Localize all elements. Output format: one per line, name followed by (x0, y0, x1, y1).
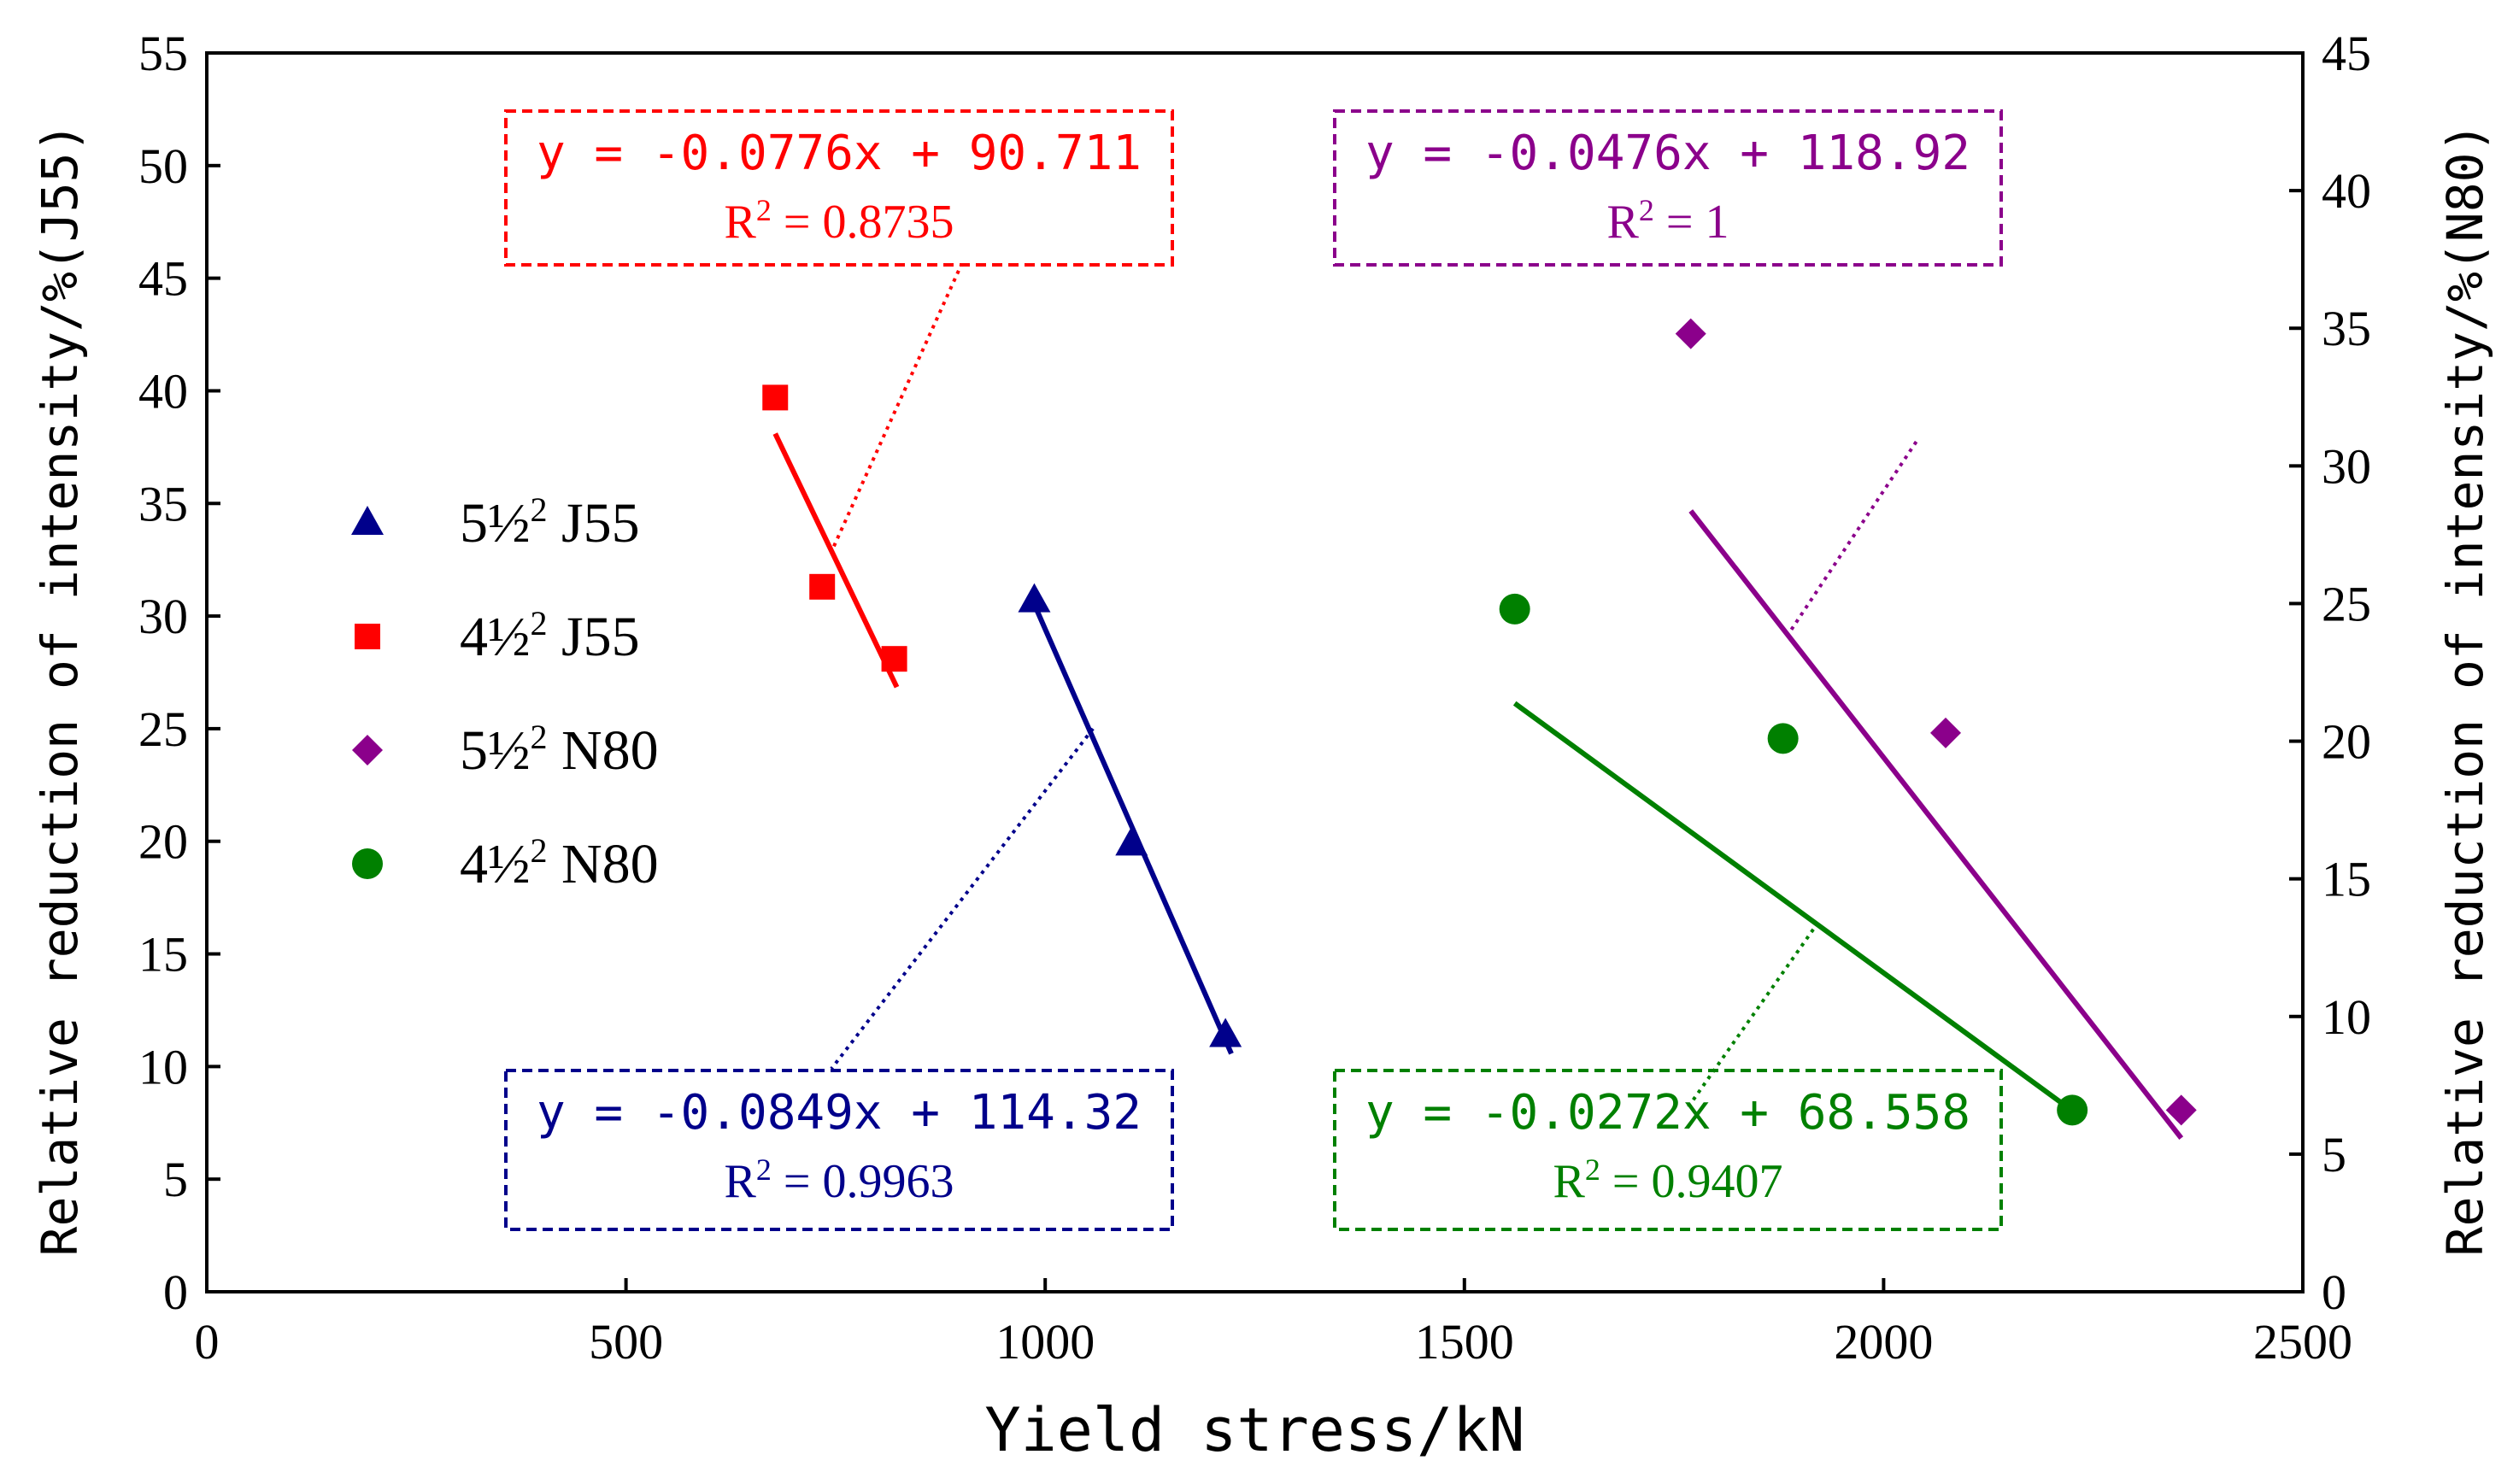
y-right-tick-label: 20 (2322, 714, 2371, 770)
y-right-tick-label: 5 (2322, 1127, 2346, 1182)
legend: 5½2 J55 4½2 J55 5½2 N80 4½2 N80 (351, 490, 659, 895)
axes: 0 500 1000 1500 2000 250005101520253035404550… (138, 26, 2371, 1370)
data-point (1675, 318, 1706, 349)
legend-label: 5½2 J55 (460, 490, 640, 554)
trendline (1688, 509, 2184, 1140)
data-point (1930, 717, 1962, 748)
legend-marker (352, 848, 383, 879)
y-axis-right-title: Relative reduction of intensity/%(N80) (2436, 123, 2494, 1257)
y-right-tick-label: 0 (2322, 1264, 2346, 1320)
legend-marker (355, 624, 380, 649)
data-point (2165, 1094, 2197, 1126)
r-squared-text: R2 = 0.9407 (1553, 1153, 1783, 1208)
y-left-tick-label: 0 (163, 1264, 188, 1320)
r-squared-text: R2 = 1 (1607, 193, 1729, 249)
trendline (1512, 701, 2074, 1113)
data-point (881, 646, 907, 672)
r-squared-text: R2 = 0.9963 (725, 1153, 954, 1208)
y-right-tick-label: 30 (2322, 438, 2371, 494)
data-point (762, 384, 789, 411)
x-tick-label: 0 (195, 1314, 220, 1370)
plot-frame (205, 51, 2305, 1293)
equation-text: y = -0.0849x + 114.32 (537, 1085, 1142, 1141)
y-left-tick-label: 50 (138, 138, 188, 194)
leader-line (1685, 921, 1820, 1111)
y-left-tick-label: 5 (163, 1152, 188, 1207)
y-left-tick-label: 25 (138, 701, 188, 757)
y-left-tick-label: 35 (138, 476, 188, 531)
x-tick-label: 1500 (1415, 1314, 1514, 1370)
y-left-tick-label: 20 (138, 814, 188, 870)
y-left-tick-label: 40 (138, 363, 188, 419)
data-point (1209, 1018, 1242, 1047)
x-axis-title: Yield stress/kN (984, 1395, 1524, 1465)
equation-box (1333, 109, 2003, 267)
leader-line (830, 727, 1095, 1070)
y-right-tick-label: 15 (2322, 852, 2371, 907)
leader-line (832, 263, 963, 548)
y-left-tick-label: 30 (138, 589, 188, 644)
equation-box (504, 109, 1174, 267)
y-axis-left-title: Relative reduction of intensity/%(J55) (31, 123, 89, 1257)
y-right-tick-label: 10 (2322, 989, 2371, 1045)
y-left-tick-label: 10 (138, 1039, 188, 1094)
data-point (1499, 593, 1530, 625)
trendlines (772, 432, 2184, 1140)
data-point (1115, 826, 1148, 856)
legend-label: 4½2 J55 (460, 604, 640, 668)
equation-text: y = -0.0776x + 90.711 (537, 126, 1142, 181)
data-markers (762, 318, 2197, 1126)
data-point (2057, 1094, 2088, 1126)
y-left-tick-label: 55 (138, 26, 188, 81)
x-tick-label: 2000 (1834, 1314, 1933, 1370)
legend-marker (352, 735, 383, 765)
data-point (1767, 723, 1799, 754)
equation-box (1333, 1069, 2003, 1231)
r-squared-text: R2 = 0.8735 (725, 193, 954, 249)
y-right-tick-label: 35 (2322, 301, 2371, 356)
x-tick-label: 2500 (2253, 1314, 2352, 1370)
data-point (809, 573, 836, 600)
equation-text: y = -0.0272x + 68.558 (1365, 1085, 1970, 1141)
x-tick-label: 500 (589, 1314, 663, 1370)
data-point (1018, 583, 1051, 613)
y-right-tick-label: 45 (2322, 26, 2371, 81)
equation-box (504, 1069, 1174, 1231)
equation-text: y = -0.0476x + 118.92 (1365, 126, 1970, 181)
y-left-tick-label: 45 (138, 251, 188, 307)
equation-boxes: y = -0.0849x + 114.32 R2 = 0.9963 y = -0.0… (504, 109, 2003, 1231)
y-right-tick-label: 25 (2322, 576, 2371, 631)
trendline (772, 432, 900, 689)
leader-line (1789, 439, 1919, 631)
y-left-tick-label: 15 (138, 927, 188, 982)
y-right-tick-label: 40 (2322, 163, 2371, 219)
legend-label: 4½2 N80 (460, 831, 659, 895)
legend-label: 5½2 N80 (460, 718, 659, 782)
x-tick-label: 1000 (995, 1314, 1095, 1370)
legend-marker (351, 506, 384, 535)
